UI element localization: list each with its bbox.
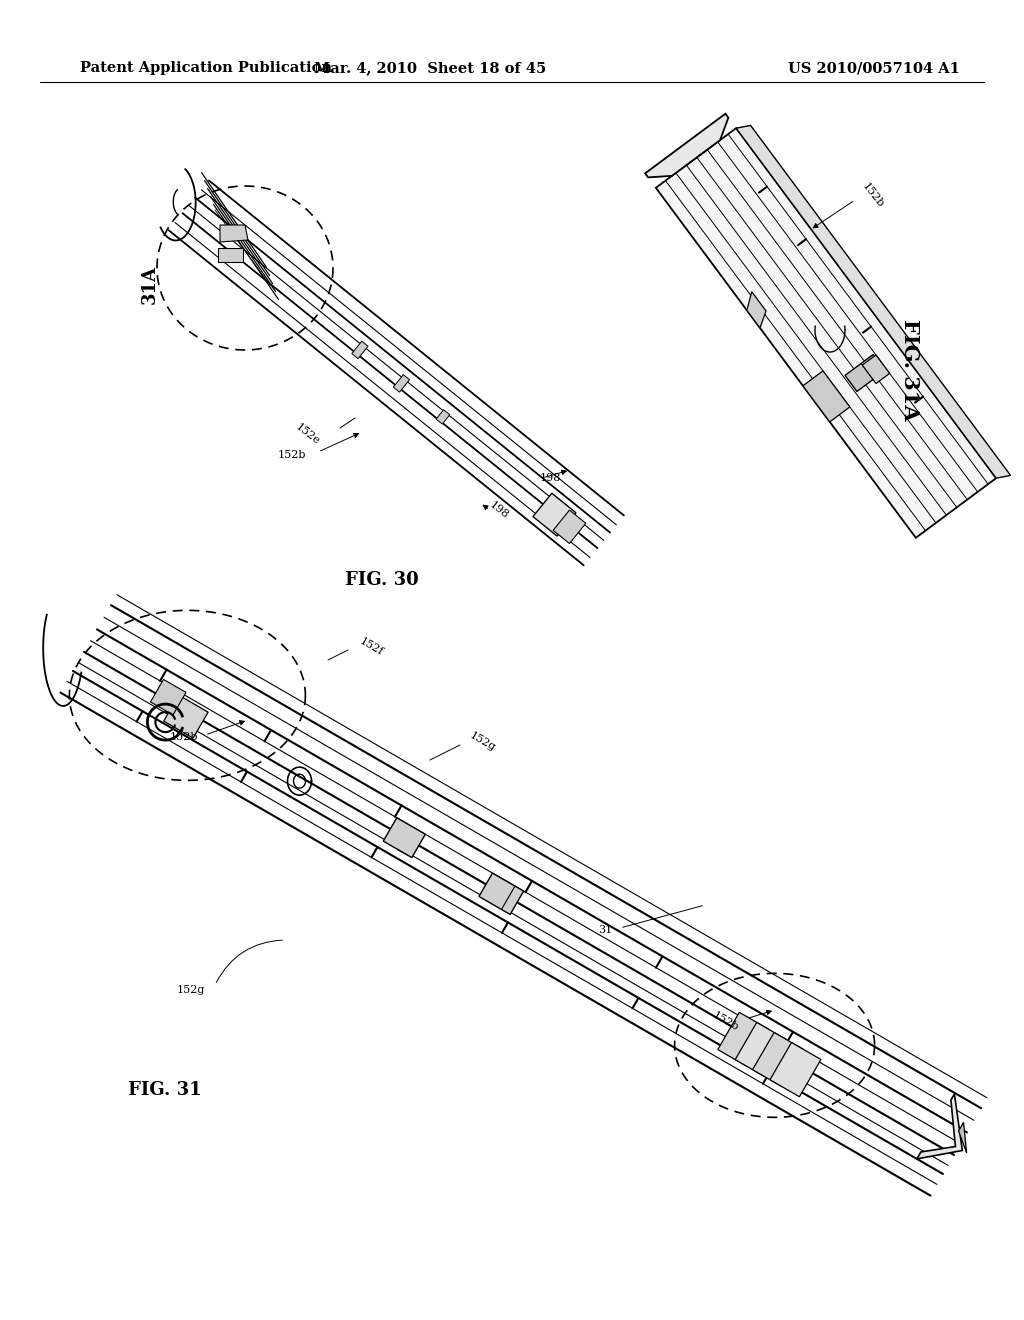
Text: FIG. 31: FIG. 31 <box>128 1081 202 1100</box>
Polygon shape <box>479 873 523 915</box>
Polygon shape <box>803 371 850 422</box>
Polygon shape <box>218 248 243 261</box>
Text: 152e: 152e <box>294 421 322 446</box>
Text: US 2010/0057104 A1: US 2010/0057104 A1 <box>788 61 961 75</box>
Polygon shape <box>862 355 890 384</box>
Polygon shape <box>436 409 450 424</box>
Polygon shape <box>736 125 1011 478</box>
Polygon shape <box>770 1043 821 1097</box>
Text: 198: 198 <box>540 473 561 483</box>
Text: 198: 198 <box>487 499 510 520</box>
Polygon shape <box>164 696 208 738</box>
Text: 152b: 152b <box>170 733 198 742</box>
Text: Patent Application Publication: Patent Application Publication <box>80 61 332 75</box>
Polygon shape <box>383 818 425 858</box>
Text: 152b: 152b <box>711 1011 740 1034</box>
Polygon shape <box>958 1122 967 1152</box>
Polygon shape <box>645 114 728 177</box>
Polygon shape <box>735 1023 786 1077</box>
Polygon shape <box>220 224 248 242</box>
Polygon shape <box>532 494 575 536</box>
Text: 152b: 152b <box>860 181 886 210</box>
Text: 31: 31 <box>598 925 612 935</box>
Text: 152g: 152g <box>176 985 205 995</box>
Polygon shape <box>553 510 586 544</box>
Polygon shape <box>655 128 996 537</box>
Text: 152b: 152b <box>278 450 306 459</box>
Polygon shape <box>352 341 368 359</box>
Polygon shape <box>718 1012 769 1067</box>
Text: FIG. 31A: FIG. 31A <box>900 319 920 421</box>
Text: 31A: 31A <box>141 265 159 305</box>
Polygon shape <box>916 1094 963 1159</box>
Polygon shape <box>746 292 766 327</box>
Text: FIG. 30: FIG. 30 <box>345 572 419 589</box>
Polygon shape <box>151 680 186 715</box>
Polygon shape <box>845 355 885 392</box>
Polygon shape <box>753 1032 804 1086</box>
Text: Mar. 4, 2010  Sheet 18 of 45: Mar. 4, 2010 Sheet 18 of 45 <box>314 61 546 75</box>
Polygon shape <box>393 375 410 392</box>
Text: 152f: 152f <box>358 636 385 657</box>
Text: 152g: 152g <box>468 730 498 754</box>
